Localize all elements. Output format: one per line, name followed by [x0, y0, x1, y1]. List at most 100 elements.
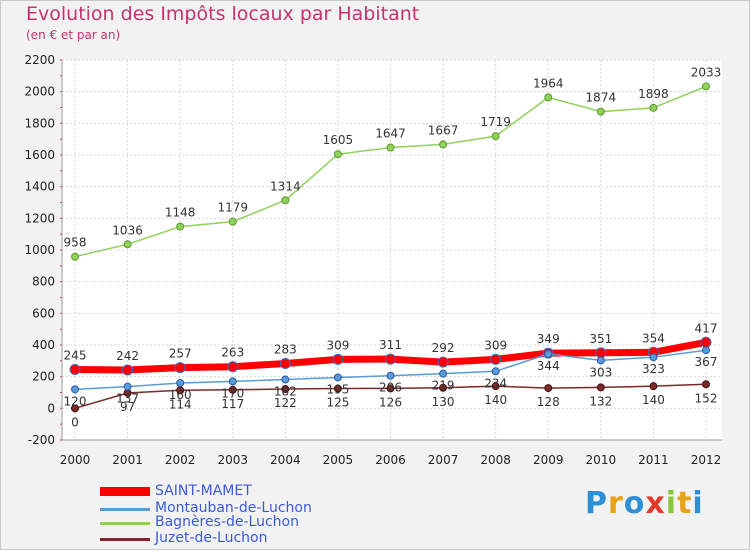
y-tick-label: 0: [47, 401, 55, 415]
data-label: 367: [695, 355, 718, 369]
data-label: 160: [169, 388, 192, 402]
x-tick-label: 2004: [270, 453, 301, 467]
chart-subtitle: (en € et par an): [26, 28, 121, 42]
data-label: 132: [589, 394, 612, 408]
data-point: [386, 143, 395, 152]
data-point: [544, 384, 553, 393]
data-point: [123, 382, 132, 391]
data-label: 311: [379, 338, 402, 352]
data-point: [71, 404, 79, 413]
y-tick-label: 200: [32, 370, 55, 384]
data-point: [228, 385, 237, 394]
y-tick-label: 1000: [24, 243, 55, 257]
legend-item-bagneres-de-luchon: Bagnères-de-Luchon: [100, 514, 400, 531]
legend-item-montauban-de-luchon: Montauban-de-Luchon: [100, 500, 400, 517]
data-point: [176, 222, 185, 231]
data-label: 1964: [533, 76, 564, 90]
data-point: [491, 382, 500, 391]
data-point: [123, 240, 132, 249]
x-tick-label: 2002: [165, 453, 196, 467]
data-point: [544, 93, 553, 102]
data-label: 140: [642, 393, 665, 407]
series-montauban-de-luchon: [71, 346, 710, 394]
y-tick-label: 400: [32, 338, 55, 352]
y-tick-label: 1400: [24, 180, 55, 194]
data-label: 219: [432, 379, 455, 393]
data-point: [333, 384, 342, 393]
data-point: [386, 384, 395, 393]
y-tick-label: -200: [28, 433, 55, 447]
x-tick-label: 2007: [428, 453, 459, 467]
data-point: [649, 382, 658, 391]
data-point: [281, 385, 290, 394]
data-point: [544, 349, 553, 358]
legend-label: SAINT-MAMET: [155, 483, 252, 499]
legend-swatch: [100, 487, 150, 496]
legend-item-juzet-de-luchon: Juzet-de-Luchon: [100, 530, 400, 547]
proxiti-logo: Proxiti: [585, 486, 704, 521]
x-tick-label: 2005: [323, 453, 354, 467]
data-label: 182: [274, 385, 297, 399]
data-label: 245: [64, 349, 87, 363]
x-tick-label: 2008: [480, 453, 511, 467]
data-label: 1148: [165, 206, 196, 220]
data-point: [71, 385, 79, 394]
y-tick-label: 2200: [24, 53, 55, 67]
data-point: [71, 252, 79, 261]
data-label: 292: [432, 341, 455, 355]
data-point: [333, 373, 342, 382]
data-label: 1898: [638, 87, 669, 101]
data-label: 117: [221, 397, 244, 411]
series-bagn-res-de-luchon: [71, 82, 710, 261]
data-point: [228, 217, 237, 226]
series-saint-mamet: [69, 336, 712, 376]
data-label: 2033: [691, 65, 722, 79]
data-point: [702, 380, 710, 389]
y-tick-label: 1200: [24, 211, 55, 225]
x-tick-label: 2003: [217, 453, 248, 467]
data-label: 170: [221, 386, 244, 400]
data-label: 351: [589, 332, 612, 346]
data-label: 114: [169, 397, 192, 411]
data-label: 344: [537, 359, 560, 373]
data-point: [281, 375, 290, 384]
data-label: 958: [64, 236, 87, 250]
data-point: [279, 358, 291, 370]
data-label: 130: [432, 395, 455, 409]
legend-label: Juzet-de-Luchon: [155, 530, 268, 546]
data-point: [439, 140, 448, 149]
data-point: [385, 353, 396, 365]
data-point: [596, 356, 605, 365]
data-label: 128: [537, 395, 560, 409]
data-label: 137: [116, 392, 139, 406]
data-point: [491, 367, 500, 376]
data-point: [702, 82, 710, 91]
legend-label: Montauban-de-Luchon: [155, 500, 312, 516]
y-tick-label: 600: [32, 306, 55, 320]
data-label: 1667: [428, 123, 459, 137]
data-point: [700, 336, 712, 348]
data-label: 309: [484, 338, 507, 352]
data-point: [439, 383, 448, 392]
data-label: 122: [274, 396, 297, 410]
data-label: 152: [695, 391, 718, 405]
data-label: 97: [120, 400, 135, 414]
y-tick-label: 800: [32, 275, 55, 289]
data-point: [281, 196, 290, 205]
data-point: [332, 353, 344, 365]
data-label: 206: [379, 381, 402, 395]
data-point: [491, 132, 500, 141]
data-point: [702, 346, 710, 355]
x-tick-label: 2000: [60, 453, 91, 467]
data-point: [439, 369, 448, 378]
data-label: 195: [326, 382, 349, 396]
data-label: 1874: [586, 91, 617, 105]
x-tick-label: 2001: [112, 453, 143, 467]
x-tick-label: 2006: [375, 453, 406, 467]
data-label: 354: [642, 331, 665, 345]
data-point: [176, 379, 185, 387]
data-label: 257: [169, 347, 192, 361]
data-point: [227, 361, 239, 373]
legend-label: Bagnères-de-Luchon: [155, 514, 299, 530]
y-tick-label: 2000: [24, 85, 55, 99]
